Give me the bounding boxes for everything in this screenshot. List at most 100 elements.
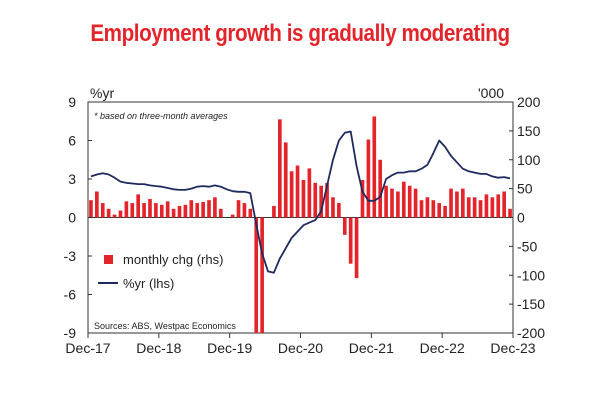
bar xyxy=(319,185,323,218)
left-tick-label: 0 xyxy=(68,210,76,226)
bar xyxy=(171,208,176,218)
bar xyxy=(165,201,170,218)
bar xyxy=(195,203,200,218)
left-axis-unit: %yr xyxy=(90,85,114,101)
right-tick-label: 150 xyxy=(517,123,541,139)
bar-series xyxy=(89,116,512,333)
bar xyxy=(201,201,205,218)
source-note: Sources: ABS, Westpac Economics xyxy=(94,321,236,331)
bar xyxy=(384,185,388,218)
line-series xyxy=(90,130,511,274)
x-tick-label: Dec-21 xyxy=(349,340,394,356)
bar xyxy=(466,197,471,218)
legend-bar-label: monthly chg (rhs) xyxy=(123,252,223,267)
left-tick-label: 9 xyxy=(68,94,76,110)
bar xyxy=(242,203,247,218)
bar xyxy=(431,200,436,218)
bar xyxy=(130,203,135,218)
bar xyxy=(342,217,347,235)
bar xyxy=(106,208,111,218)
bar xyxy=(154,203,158,218)
bar xyxy=(360,179,365,218)
bar xyxy=(313,182,318,218)
left-tick-label: -9 xyxy=(64,325,77,341)
bar xyxy=(401,181,406,218)
right-tick-label: -200 xyxy=(517,325,545,341)
bar xyxy=(419,200,424,218)
bar xyxy=(502,191,506,218)
bar xyxy=(331,197,335,218)
bar xyxy=(112,214,117,218)
bar xyxy=(236,200,241,218)
bar xyxy=(301,179,306,218)
bar xyxy=(118,210,123,218)
left-tick-label: -6 xyxy=(64,287,77,303)
bar xyxy=(248,208,253,218)
x-tick-label: Dec-22 xyxy=(420,340,465,356)
right-tick-label: 0 xyxy=(517,210,525,226)
axes: 9630-3-6-9200150100500-50-100-150-200Dec… xyxy=(64,94,546,356)
bar xyxy=(307,168,312,218)
right-tick-label: -50 xyxy=(517,238,537,254)
left-tick-label: 6 xyxy=(68,133,76,149)
bar xyxy=(348,217,353,264)
bar xyxy=(283,142,288,218)
chart-title: Employment growth is gradually moderatin… xyxy=(90,20,510,47)
bar xyxy=(260,217,264,333)
left-tick-label: -3 xyxy=(64,248,77,264)
right-tick-label: 50 xyxy=(517,181,533,197)
bar xyxy=(455,191,459,218)
bar xyxy=(254,217,259,333)
line-path xyxy=(90,130,511,274)
bar xyxy=(136,194,141,218)
bar xyxy=(354,217,359,279)
bar xyxy=(478,200,483,218)
bar xyxy=(142,203,146,218)
x-tick-label: Dec-17 xyxy=(65,340,110,356)
bar xyxy=(508,208,512,218)
bar xyxy=(124,201,129,218)
bar xyxy=(496,194,501,218)
bar xyxy=(337,203,341,218)
bar xyxy=(148,199,152,218)
bar xyxy=(218,208,223,218)
bar xyxy=(278,119,282,218)
legend-line-label: %yr (lhs) xyxy=(123,276,174,291)
right-tick-label: 100 xyxy=(517,152,541,168)
legend-bar-swatch xyxy=(104,255,113,264)
bar xyxy=(207,200,211,218)
bar xyxy=(490,197,495,218)
right-tick-label: 200 xyxy=(517,94,541,110)
x-tick-label: Dec-19 xyxy=(207,340,252,356)
bar xyxy=(177,205,182,218)
x-tick-label: Dec-18 xyxy=(136,340,181,356)
bar xyxy=(230,214,235,218)
bar xyxy=(460,188,465,218)
annotation-note: * based on three-month averages xyxy=(94,111,228,121)
legend: monthly chg (rhs) %yr (lhs) xyxy=(98,252,223,291)
bar xyxy=(272,205,276,218)
bar xyxy=(443,205,447,218)
bar xyxy=(89,200,93,218)
x-tick-label: Dec-23 xyxy=(490,340,535,356)
bar xyxy=(213,197,217,218)
bar xyxy=(378,159,383,218)
bar xyxy=(289,171,294,218)
bar xyxy=(472,197,477,218)
bar xyxy=(390,188,394,218)
bar xyxy=(449,188,453,218)
bar xyxy=(189,200,194,218)
bar xyxy=(484,194,489,218)
bar xyxy=(366,139,371,218)
bar xyxy=(425,197,430,218)
bar xyxy=(413,188,418,218)
bar xyxy=(407,185,412,218)
bar xyxy=(325,182,329,218)
bar xyxy=(372,116,377,218)
bar xyxy=(100,203,105,218)
left-tick-label: 3 xyxy=(68,171,76,187)
bar xyxy=(396,191,400,218)
bar xyxy=(437,203,442,218)
right-tick-label: -100 xyxy=(517,267,545,283)
